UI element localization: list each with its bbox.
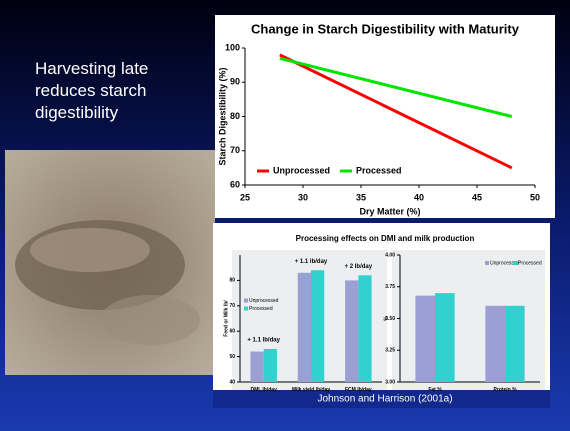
x-tick-label: 30 [298, 192, 308, 202]
y-tick-label: 3.00 [385, 379, 395, 385]
heading-text: Harvesting late [35, 59, 148, 78]
y-tick-label: 60 [229, 329, 235, 335]
x-tick-label: Protein % [493, 387, 517, 393]
chart-title: Processing effects on DMI and milk produ… [296, 234, 475, 243]
annotation: + 1.1 lb/day [247, 338, 280, 344]
chart-title: Change in Starch Digestibility with Matu… [251, 21, 520, 36]
x-tick-label: DMI, lb/day [250, 387, 277, 393]
legend-label: Unprocessed [249, 298, 279, 304]
legend-swatch [485, 261, 489, 265]
x-tick-label-text: Protein % [493, 387, 517, 393]
annotation: + 1.1 lb/day [295, 259, 328, 265]
x-tick-label: 40 [414, 192, 424, 202]
legend-label: Processed [518, 260, 542, 266]
y-axis-label: % [383, 316, 389, 321]
y-tick-label: 4.00 [385, 252, 395, 258]
annotation: + 2 lb/day [345, 264, 373, 270]
x-tick-label-text: Milk yield lb/day [292, 387, 331, 393]
y-tick-label: 100 [225, 42, 240, 52]
x-tick-label: Fat % [428, 387, 442, 393]
bar [345, 280, 358, 382]
y-tick-label: 40 [229, 379, 235, 385]
x-tick-label: FCM lb/day [345, 387, 372, 393]
bar [311, 270, 324, 382]
legend-label: Unprocessed [273, 165, 330, 175]
y-tick-label: 50 [229, 354, 235, 360]
x-tick-label-text: FCM lb/day [345, 387, 372, 393]
y-tick-label: 3.25 [385, 348, 395, 354]
bar [505, 306, 525, 382]
x-tick-label: 35 [356, 192, 366, 202]
x-axis-label: Dry Matter (%) [359, 206, 420, 216]
legend-swatch [244, 307, 248, 311]
y-tick-label: 3.75 [385, 284, 395, 290]
citation: Johnson and Harrison (2001a) [317, 394, 452, 405]
y-tick-label: 70 [230, 145, 240, 155]
y-tick-label: 70 [229, 303, 235, 309]
bar [264, 349, 277, 382]
bar [250, 352, 263, 382]
legend-label: Processed [249, 306, 273, 312]
legend-swatch [244, 299, 248, 303]
y-axis-label: Feed or Milk lb/ [223, 300, 229, 337]
slide: Harvesting late reduces starch digestibili… [0, 0, 570, 431]
page: {"slide":{"heading":"Harvesting late red… [0, 0, 570, 431]
heading-text: digestibility [35, 103, 119, 122]
legend-label: Processed [356, 165, 402, 175]
bar [415, 296, 435, 382]
bar [485, 306, 505, 382]
heading-text: reduces starch [35, 81, 147, 100]
bar [298, 273, 311, 382]
bar [435, 293, 455, 382]
y-tick-label: 80 [229, 278, 235, 284]
x-tick-label: 25 [240, 192, 250, 202]
x-tick-label-text: Fat % [428, 387, 442, 393]
chart-panel [215, 15, 555, 218]
y-tick-label: 80 [230, 111, 240, 121]
y-tick-label: 60 [230, 179, 240, 189]
legend-swatch [513, 261, 517, 265]
y-tick-label: 90 [230, 77, 240, 87]
photo [5, 150, 215, 375]
x-tick-label: Milk yield lb/day [292, 387, 331, 393]
x-tick-label: 50 [530, 192, 540, 202]
bar [358, 275, 371, 382]
x-tick-label-text: DMI, lb/day [250, 387, 277, 393]
x-tick-label: 45 [472, 192, 482, 202]
y-axis-label: Starch Digestibility (%) [217, 67, 227, 165]
